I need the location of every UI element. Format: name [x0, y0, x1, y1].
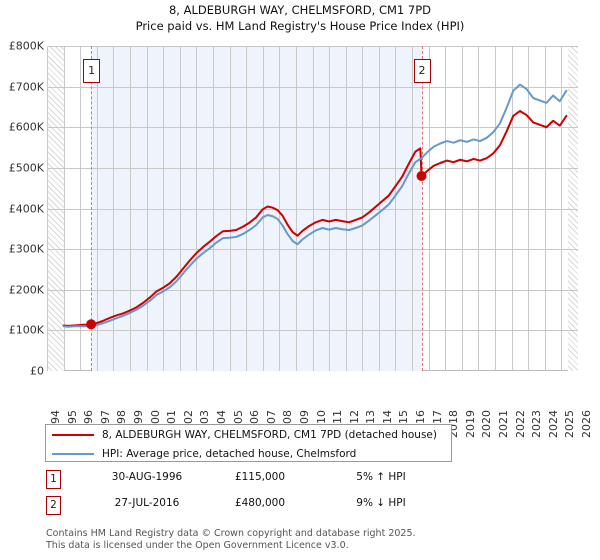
- gridline-vertical: [47, 46, 48, 371]
- gridline-horizontal: [47, 127, 578, 128]
- footer-line-1: Contains HM Land Registry data © Crown c…: [46, 528, 416, 539]
- gridline-vertical: [113, 46, 114, 371]
- x-axis-labels: 1994199519961997199819992000200120022003…: [47, 374, 593, 438]
- transaction-date-1: 30-AUG-1996: [111, 471, 183, 483]
- x-axis-tick-label: 2026: [580, 410, 593, 438]
- gridline-vertical: [313, 46, 314, 371]
- footer-line-2: This data is licensed under the Open Gov…: [46, 539, 349, 551]
- x-axis-tick-label: 2020: [480, 410, 494, 438]
- gridline-vertical: [213, 46, 214, 371]
- gridline-vertical: [462, 46, 463, 371]
- transaction-marker-2: 2: [46, 496, 61, 515]
- transaction-hpi-delta-2: 9% ↓ HPI: [356, 497, 406, 509]
- gridline-vertical: [246, 46, 247, 371]
- ownership-shaded-span: [91, 46, 422, 371]
- event-badge-1[interactable]: 1: [83, 59, 101, 83]
- y-axis-tick-label: £100K: [8, 323, 44, 337]
- y-axis-tick-label: £600K: [8, 120, 44, 134]
- gridline-vertical: [362, 46, 363, 371]
- gridline-vertical: [147, 46, 148, 371]
- line-hpi-average: [62, 83, 568, 328]
- table-row: 2 27-JUL-2016 £480,000 9% ↓ HPI: [45, 496, 515, 522]
- gridline-vertical: [130, 46, 131, 371]
- gridline-vertical: [528, 46, 529, 371]
- gridline-horizontal: [47, 330, 578, 331]
- page-subtitle: Price paid vs. HM Land Registry's House …: [135, 19, 465, 33]
- gridline-horizontal: [47, 249, 578, 250]
- legend-swatch-hpi: [52, 452, 94, 455]
- gridline-vertical: [478, 46, 479, 371]
- gridline-vertical: [495, 46, 496, 371]
- gridline-vertical: [395, 46, 396, 371]
- y-axis-tick-label: £300K: [8, 242, 44, 256]
- gridline-vertical: [296, 46, 297, 371]
- gridline-horizontal: [47, 87, 578, 88]
- y-axis-tick-label: £500K: [8, 161, 44, 175]
- series-lines: [62, 83, 568, 330]
- event-line-1: [91, 46, 93, 371]
- legend-swatch-property: [52, 433, 94, 436]
- legend-item-property: 8, ALDEBURGH WAY, CHELMSFORD, CM1 7PD (d…: [46, 425, 451, 444]
- gridline-horizontal: [47, 46, 578, 47]
- y-axis-tick-label: £0: [30, 364, 44, 378]
- gridline-vertical: [64, 46, 65, 371]
- gridline-horizontal: [47, 168, 578, 169]
- transaction-hpi-delta-1: 5% ↑ HPI: [356, 471, 406, 483]
- transaction-marker-1: 1: [46, 470, 61, 489]
- event-line-2: [421, 46, 423, 371]
- y-axis-tick-label: £800K: [8, 39, 44, 53]
- footer-attribution: Contains HM Land Registry data © Crown c…: [46, 528, 586, 551]
- transaction-price-2: £480,000: [234, 497, 286, 509]
- gridline-vertical: [279, 46, 280, 371]
- legend-label-property: 8, ALDEBURGH WAY, CHELMSFORD, CM1 7PD (d…: [102, 428, 437, 441]
- gridline-vertical: [429, 46, 430, 371]
- gridline-horizontal: [47, 290, 578, 291]
- gridline-vertical: [412, 46, 413, 371]
- x-axis-tick-label: 2023: [530, 410, 544, 438]
- gridline-vertical: [196, 46, 197, 371]
- gridline-vertical: [445, 46, 446, 371]
- gridline-vertical: [329, 46, 330, 371]
- gridline-vertical: [163, 46, 164, 371]
- gridline-vertical: [512, 46, 513, 371]
- title-block: 8, ALDEBURGH WAY, CHELMSFORD, CM1 7PD Pr…: [0, 2, 600, 34]
- page-title: 8, ALDEBURGH WAY, CHELMSFORD, CM1 7PD: [168, 3, 431, 17]
- gridline-horizontal: [47, 209, 578, 210]
- x-axis-tick-label: 2025: [563, 410, 577, 438]
- event-badge-2[interactable]: 2: [413, 59, 431, 83]
- gridline-vertical: [346, 46, 347, 371]
- x-axis-tick-label: 2024: [546, 410, 560, 438]
- transaction-date-2: 27-JUL-2016: [114, 497, 180, 509]
- gridline-vertical: [180, 46, 181, 371]
- gridline-vertical: [379, 46, 380, 371]
- y-axis-tick-label: £400K: [8, 202, 44, 215]
- gridline-vertical: [561, 46, 562, 371]
- legend-label-hpi: HPI: Average price, detached house, Chel…: [102, 447, 357, 460]
- gridline-vertical: [80, 46, 81, 371]
- y-axis-labels: £0 £100K £200K £300K £400K £500K £600K £700K £80…: [0, 40, 44, 378]
- plot-inner: [47, 46, 578, 371]
- legend-item-hpi: HPI: Average price, detached house, Chel…: [46, 444, 451, 463]
- gridline-vertical: [97, 46, 98, 371]
- hatched-region-1: [568, 46, 578, 371]
- chart-legend: 8, ALDEBURGH WAY, CHELMSFORD, CM1 7PD (d…: [45, 424, 452, 462]
- line-property-price: [62, 110, 568, 327]
- y-axis-tick-label: £700K: [8, 80, 44, 94]
- gridline-vertical: [545, 46, 546, 371]
- transactions-table: 1 30-AUG-1996 £115,000 5% ↑ HPI 2 27-JUL…: [45, 470, 515, 522]
- table-row: 1 30-AUG-1996 £115,000 5% ↑ HPI: [45, 470, 515, 496]
- x-axis-tick-label: 2019: [463, 410, 477, 438]
- x-axis-tick-label: 2022: [513, 410, 527, 438]
- x-axis-tick-label: 2021: [497, 410, 511, 438]
- transaction-point-2: [416, 171, 427, 181]
- y-axis-tick-label: £200K: [8, 283, 44, 297]
- transaction-point-1: [86, 319, 97, 330]
- gridline-vertical: [230, 46, 231, 371]
- transaction-price-1: £115,000: [234, 471, 286, 483]
